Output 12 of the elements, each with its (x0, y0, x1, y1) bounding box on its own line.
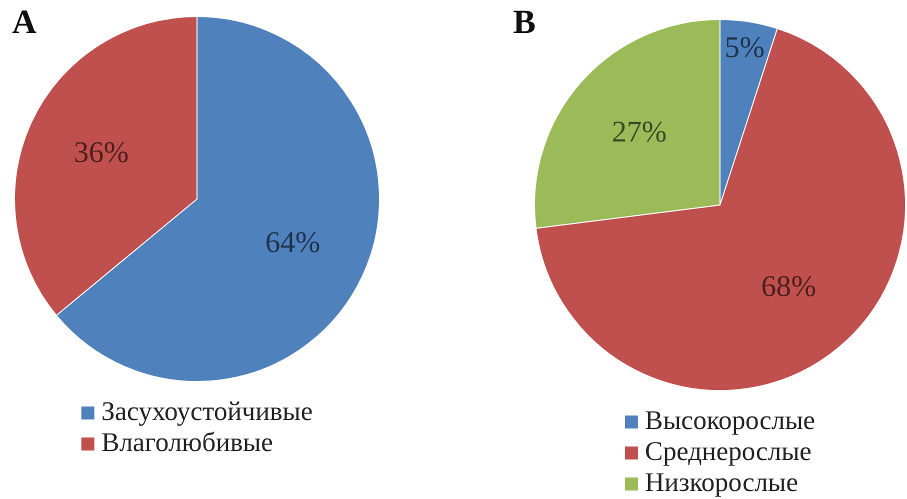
legend-label: Засухоустойчивые (101, 396, 313, 426)
data-label: 5% (724, 31, 765, 64)
chart-title: A (12, 4, 37, 41)
data-label: 64% (265, 226, 320, 259)
data-label: 27% (612, 116, 667, 149)
data-label: 68% (761, 270, 816, 303)
chart-title: B (513, 4, 536, 41)
legend-label: Высокорослые (644, 405, 816, 436)
legend-label: Влаголюбивые (101, 427, 274, 458)
legend-label: Среднерослые (644, 436, 812, 466)
legend-label: Низкорослые (644, 467, 798, 498)
data-label: 36% (74, 136, 129, 169)
